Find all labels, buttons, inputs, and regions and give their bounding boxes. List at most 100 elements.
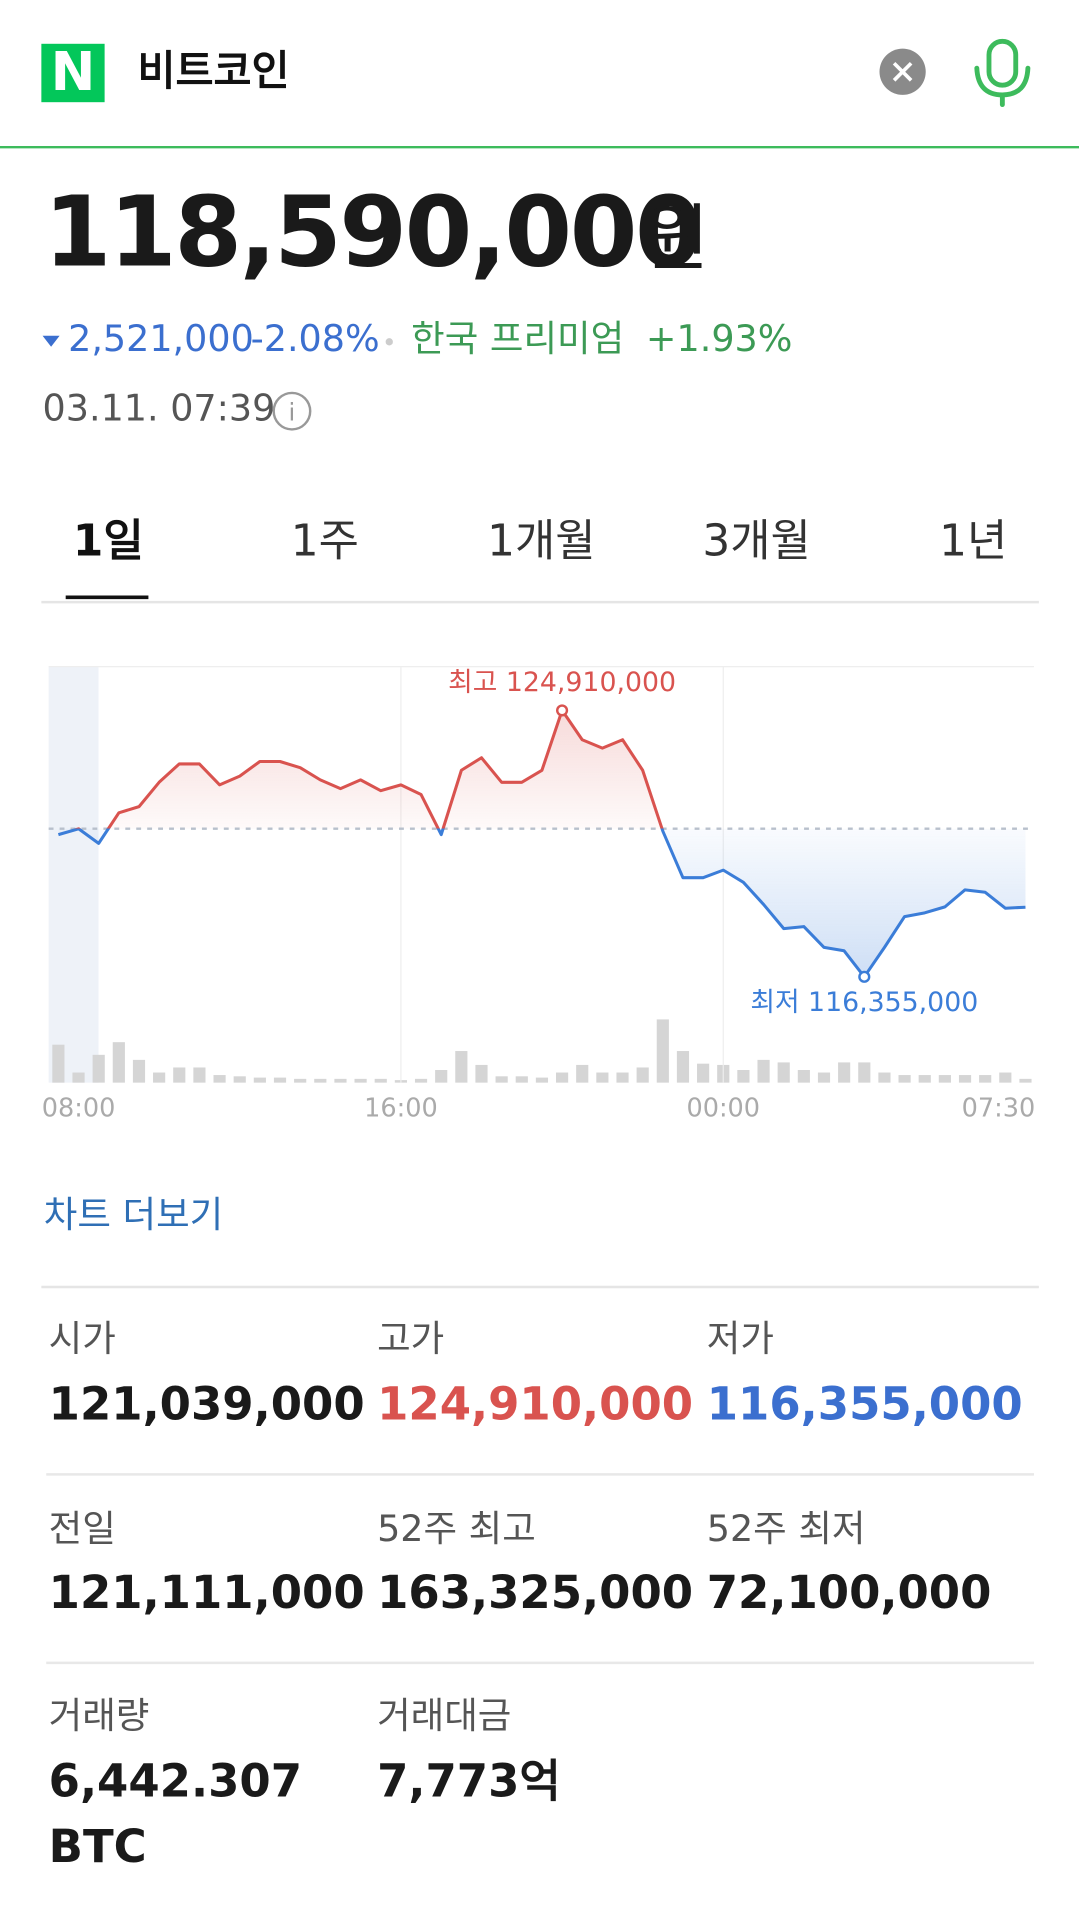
volume-bar xyxy=(334,1078,347,1083)
volume-bar xyxy=(112,1042,125,1083)
stat-value: 6,442.307 xyxy=(49,1755,302,1808)
x-tick-label: 07:30 xyxy=(962,1093,1036,1123)
search-query[interactable]: 비트코인 xyxy=(137,47,289,95)
low-marker xyxy=(858,970,871,983)
pre-session-band xyxy=(48,666,99,1083)
volume-bar xyxy=(535,1077,549,1083)
stat-unit: BTC xyxy=(49,1820,147,1873)
volume-bar xyxy=(92,1054,105,1083)
volume-bar xyxy=(938,1075,951,1083)
volume-bar xyxy=(414,1078,428,1083)
volume-bar xyxy=(898,1075,911,1083)
volume-bar xyxy=(294,1078,307,1083)
x-tick-label: 00:00 xyxy=(686,1093,760,1123)
volume-bar xyxy=(737,1069,750,1083)
premium-label: 한국 프리미엄 xyxy=(411,317,624,360)
volume-bar xyxy=(314,1078,327,1083)
volume-bar xyxy=(193,1067,206,1083)
volume-bar xyxy=(656,1019,669,1083)
stat-label: 52주 최저 xyxy=(707,1507,866,1550)
volume-bar xyxy=(555,1072,569,1083)
volume-bar xyxy=(817,1072,831,1083)
volume-bar xyxy=(475,1064,488,1083)
stat-label: 고가 xyxy=(377,1317,444,1360)
stat-value: 116,355,000 xyxy=(707,1377,1023,1430)
stat-value: 72,100,000 xyxy=(707,1566,992,1619)
high-marker xyxy=(555,704,569,717)
logo: N xyxy=(51,40,96,103)
tab[interactable]: 1개월 xyxy=(487,516,595,567)
change-rate: -2.08% xyxy=(251,317,380,360)
volume-bar xyxy=(173,1067,186,1083)
volume-bar xyxy=(697,1063,710,1083)
down-arrow xyxy=(42,335,60,347)
volume-bar xyxy=(1019,1078,1032,1083)
tab[interactable]: 3개월 xyxy=(702,516,810,567)
volume-bar xyxy=(354,1078,367,1083)
timestamp: 03.11. 07:39 xyxy=(43,386,276,429)
volume-bar xyxy=(596,1072,609,1083)
volume-bar xyxy=(858,1062,871,1083)
stat-value: 121,039,000 xyxy=(49,1377,365,1430)
area xyxy=(58,710,1026,977)
stat-value: 124,910,000 xyxy=(377,1377,693,1430)
volume-bar xyxy=(132,1059,146,1083)
volume-bar xyxy=(958,1075,972,1083)
low-label: 최저 116,355,000 xyxy=(750,987,978,1018)
stat-label: 전일 xyxy=(49,1507,116,1550)
info-icon[interactable]: i xyxy=(272,391,312,431)
volume-bar xyxy=(676,1051,690,1083)
svg-text:i: i xyxy=(289,398,296,427)
high-label: 최고 124,910,000 xyxy=(448,667,676,698)
stat-value: 121,111,000 xyxy=(49,1566,365,1619)
price-unit: 원 xyxy=(642,196,709,281)
volume-bar xyxy=(233,1076,246,1083)
tab[interactable]: 1주 xyxy=(291,516,359,567)
volume-bar xyxy=(999,1072,1012,1083)
volume-bar xyxy=(455,1051,468,1083)
volume-bar xyxy=(757,1059,770,1083)
stat-label: 52주 최고 xyxy=(377,1507,536,1550)
stat-label: 저가 xyxy=(707,1317,774,1360)
volume-bar xyxy=(636,1067,649,1083)
premium: +1.93% xyxy=(646,317,792,360)
more-chart-link[interactable]: 차트 더보기 xyxy=(44,1193,223,1236)
volume-bar xyxy=(616,1072,629,1083)
volume-bar xyxy=(273,1077,287,1083)
volume-bar xyxy=(918,1075,931,1083)
change: 2,521,000 xyxy=(68,317,254,360)
volume-bar xyxy=(777,1062,790,1083)
volume-bar xyxy=(495,1076,508,1083)
volume-bar xyxy=(213,1075,226,1083)
volume-bar xyxy=(52,1044,65,1083)
volume-bar xyxy=(878,1072,891,1083)
stat-label: 거래대금 xyxy=(377,1694,511,1737)
volume-bar xyxy=(153,1072,166,1083)
clear-button[interactable] xyxy=(879,48,926,95)
stat-label: 거래량 xyxy=(49,1694,150,1737)
volume-bar xyxy=(72,1072,85,1083)
volume-bar xyxy=(515,1076,528,1083)
price: 118,590,000 xyxy=(44,175,700,288)
volume-bar xyxy=(576,1064,589,1083)
chart: 08:00 16:00 00:00 07:30 최고 124,910,000 최저 116… xyxy=(42,666,1036,1123)
volume-bar xyxy=(374,1078,387,1083)
volume-bar xyxy=(435,1069,448,1083)
stat-label: 시가 xyxy=(49,1317,116,1360)
volume-bar xyxy=(797,1069,810,1083)
tab[interactable]: 1년 xyxy=(939,516,1007,567)
volume-bar xyxy=(253,1077,266,1083)
x-tick-label: 16:00 xyxy=(364,1093,438,1123)
stat-value: 7,773억 xyxy=(377,1755,561,1808)
tab[interactable]: 1일 xyxy=(73,516,144,567)
stat-value: 163,325,000 xyxy=(377,1566,693,1619)
x-tick-label: 08:00 xyxy=(42,1093,116,1123)
separator xyxy=(385,338,393,346)
logo-box xyxy=(41,43,105,103)
volume-bar xyxy=(838,1062,851,1083)
volume-bar xyxy=(979,1075,992,1083)
mic-button[interactable] xyxy=(974,38,1031,108)
